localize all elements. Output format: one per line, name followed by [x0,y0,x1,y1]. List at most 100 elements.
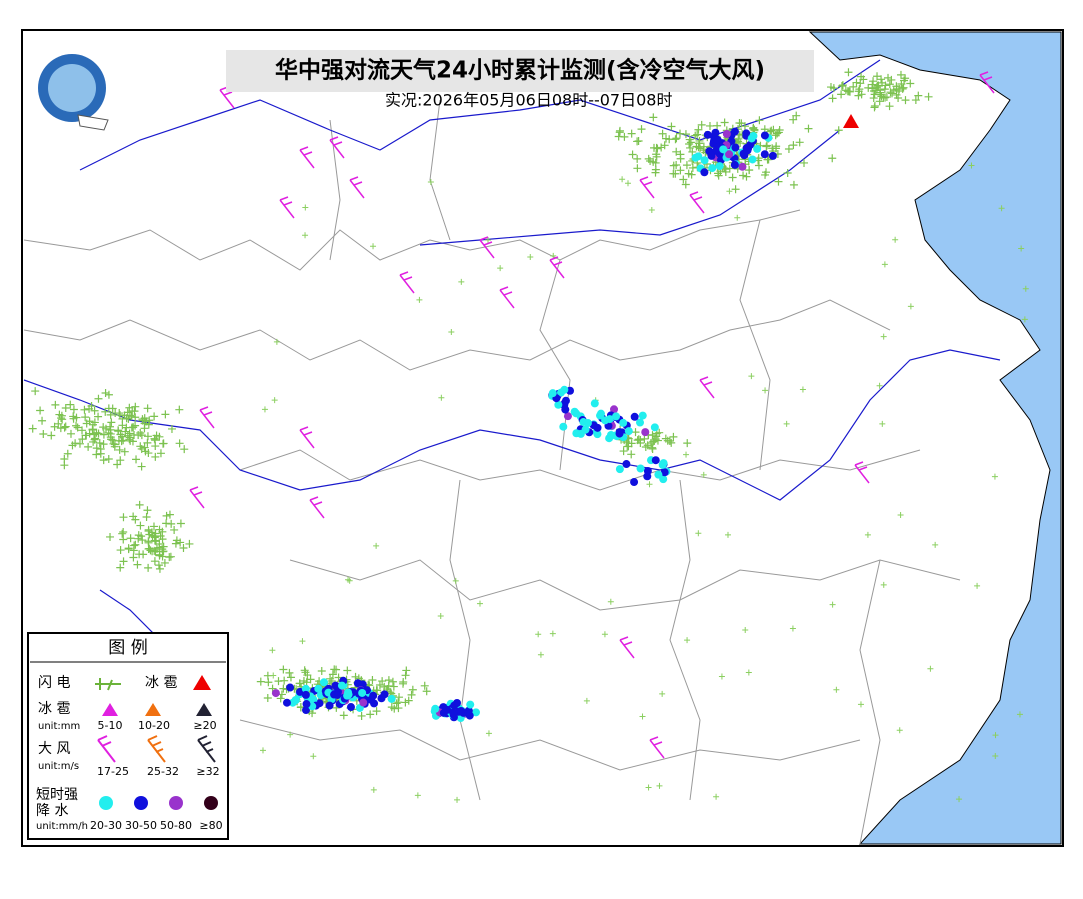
lightning [143,506,152,515]
lightning [180,445,189,454]
lightning [648,206,655,213]
lightning [1018,245,1025,252]
lightning [72,413,81,422]
wind-barb [979,71,995,94]
lightning [856,79,865,88]
lightning [956,796,963,803]
hail-item: ≥20 [193,719,216,732]
lightning [864,531,871,538]
lightning [849,82,858,91]
wind-barb [189,486,205,509]
lightning [104,390,113,399]
lightning [38,416,47,425]
lightning [279,665,288,674]
lightning [799,386,806,393]
lightning [131,540,140,549]
lightning [880,333,887,340]
lightning [73,423,82,432]
rain-dot [590,399,599,408]
subtitle: 实况:2026年05月06日08时--07日08时 [385,91,672,110]
lightning [583,697,590,704]
lightning [39,430,48,439]
lightning [317,667,326,676]
lightning [834,126,843,135]
lightning [700,471,707,478]
lightning [346,577,353,584]
lightning [789,180,798,189]
lightning [175,405,184,414]
lightning [351,672,360,681]
lightning [137,462,146,471]
lightning [160,558,169,567]
lightning [619,447,628,456]
lightning [380,682,389,691]
lightning [185,539,194,548]
rain-dot [607,430,616,439]
lightning [998,205,1005,212]
lightning [676,166,685,175]
rain-dot [380,690,389,699]
lightning [968,162,975,169]
lightning [270,672,277,679]
lightning [721,165,730,174]
lightning [80,405,89,414]
rain-dot [638,411,647,420]
lightning [888,89,897,98]
lightning [392,699,401,708]
lightning [646,481,653,488]
lightning [633,436,642,445]
lightning [99,440,108,449]
lightning [773,129,782,138]
lightning [124,414,133,423]
rain-dot [325,701,334,710]
lightning [87,402,96,411]
rain-symbol [99,796,113,810]
lightning [285,668,294,677]
rain-dot [660,468,669,477]
rain-dot [643,466,652,475]
lightning [422,687,431,696]
logo [38,54,109,131]
lightning [122,414,131,423]
hail-flag-label: 冰 雹 [145,675,177,691]
lightning [448,328,455,335]
lightning [261,406,268,413]
lightning [408,685,417,694]
lightning [104,454,113,463]
hail-unit: unit:mm [38,721,80,732]
lightning [89,437,98,446]
lightning [683,439,692,448]
lightning [671,135,680,144]
rain-dot [333,690,342,699]
lightning [607,598,614,605]
lightning [295,679,304,688]
lightning [170,525,179,534]
lightning [28,424,37,433]
lightning [653,436,662,445]
lightning [104,404,113,413]
lightning [144,420,153,429]
wind-barb [349,176,365,199]
lightning [651,158,660,167]
lightning [655,428,664,437]
lightning [804,124,813,133]
lightning [875,97,884,106]
rain-dot [641,428,650,437]
lightning [156,531,165,540]
lightning [404,696,413,705]
rain-dot [369,691,378,700]
lightning [828,154,837,163]
lightning [113,460,122,469]
lightning [121,427,130,436]
lightning [99,430,108,439]
lightning [656,782,663,789]
lightning [828,94,837,103]
lightning [310,753,317,760]
rain-dot [760,150,769,159]
lightning [669,169,678,178]
wind-barb [279,196,295,219]
lightning [927,665,934,672]
lightning [881,261,888,268]
lightning [138,415,147,424]
lightning [672,134,681,143]
